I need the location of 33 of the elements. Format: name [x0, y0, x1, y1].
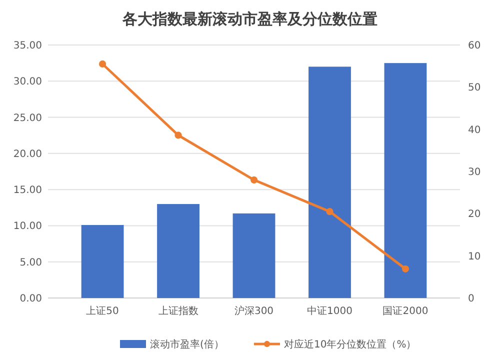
- bar: [81, 224, 124, 298]
- legend-label: 对应近10年分位数位置（%）: [284, 338, 416, 350]
- y-tick-label: 10.00: [13, 221, 42, 232]
- y-tick-label: 5.00: [20, 257, 42, 268]
- legend-label: 滚动市盈率(倍）: [150, 338, 224, 350]
- point: [402, 265, 410, 272]
- bar: [232, 213, 276, 298]
- x-tick-label: 国证2000: [382, 305, 428, 317]
- bar: [308, 66, 351, 298]
- point: [326, 208, 334, 216]
- bar: [384, 63, 427, 298]
- y-tick-label: 20.00: [13, 148, 42, 160]
- y2-tick-label: 60: [468, 40, 481, 52]
- y2-tick-label: 30: [468, 167, 481, 178]
- x-tick-label: 沪深300: [234, 305, 274, 317]
- bar: [157, 204, 200, 298]
- x-tick-label: 上证指数: [158, 305, 198, 317]
- y2-tick-label: 10: [468, 251, 481, 262]
- y-tick-label: 35.00: [13, 40, 42, 52]
- point: [174, 132, 182, 139]
- chart-title: 各大指数最新滚动市盈率及分位数位置: [122, 10, 378, 28]
- y2-tick-label: 50: [468, 82, 481, 94]
- y2-tick-label: 0: [468, 294, 474, 304]
- y-tick-label: 25.00: [13, 112, 42, 124]
- y2-tick-label: 20: [468, 209, 481, 220]
- y-tick-label: 15.00: [13, 185, 42, 196]
- point: [98, 60, 106, 68]
- y-tick-label: 0.00: [20, 294, 42, 304]
- x-tick-label: 上证50: [86, 305, 119, 317]
- y2-tick-label: 40: [468, 124, 481, 136]
- y-tick-label: 30.00: [13, 76, 42, 88]
- x-tick-label: 中证1000: [307, 305, 352, 317]
- point: [250, 176, 258, 184]
